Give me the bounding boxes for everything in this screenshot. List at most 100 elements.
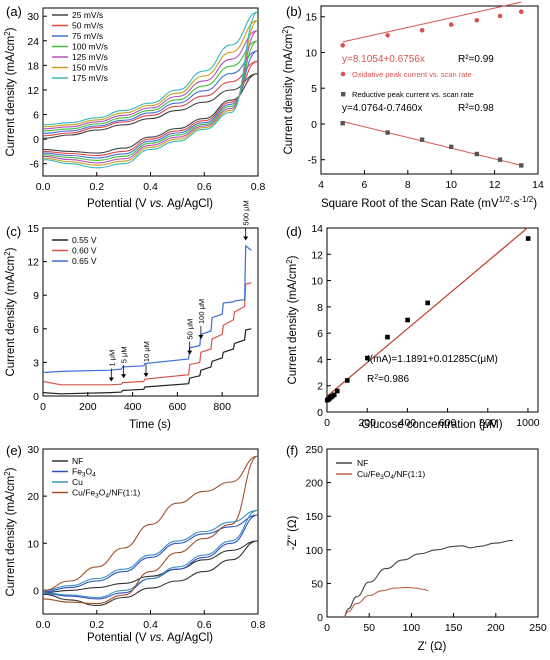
panel-f-xtick-label: 150 xyxy=(445,622,463,634)
panel-a-series-line xyxy=(42,29,259,164)
panel-b-red-r2: R²=0.98 xyxy=(458,103,494,114)
panel-b-red-point xyxy=(519,163,524,168)
panel-e-legend-label: Cu xyxy=(72,477,83,487)
panel-d-point xyxy=(365,355,370,361)
panel-d-xtick-label: 400 xyxy=(399,417,417,429)
panel-b-ox-point xyxy=(518,9,524,15)
panel-c-ytick-label: 6 xyxy=(33,324,39,336)
panel-a-series-line xyxy=(42,60,259,157)
panel-f-ytick-label: 0 xyxy=(317,612,323,624)
panel-b: (b) -5 0 5 10 15 4 6 8 10 12 14 y=8.1054+0.6756x R… xyxy=(281,1,544,210)
panel-c-ytick-label: 15 xyxy=(27,223,39,235)
panel-c-arrowhead xyxy=(108,377,114,382)
panel-a-ytick-label: 24 xyxy=(27,36,39,48)
panel-b-legend-ox-label: Oxidative peak current vs. scan rate xyxy=(352,70,472,79)
panel-c-ytick-label: 12 xyxy=(27,257,39,269)
panel-e-xtick-label: 0.4 xyxy=(143,619,158,631)
panel-d-fit-line xyxy=(326,227,529,397)
panel-a-legend-label: 125 mV/s xyxy=(72,52,108,62)
panel-d-ytick-label: 6 xyxy=(317,328,323,340)
panel-c-arrowhead xyxy=(243,236,249,241)
panel-e-ytick-label: 30 xyxy=(27,444,39,456)
panel-e-series-line xyxy=(42,514,259,600)
panel-f-ytick-label: 250 xyxy=(305,444,323,456)
panel-e: (e) 0 10 20 30 0.0 0.2 0.4 0.6 0.8 NFFe3O4CuCu/… xyxy=(3,443,266,644)
panel-d-point xyxy=(385,334,390,340)
panel-b-xtick-label: 14 xyxy=(532,179,544,191)
panel-d-ytick-label: 2 xyxy=(317,381,323,393)
panel-e-xlabel: Potential (V vs. Ag/AgCl) xyxy=(87,632,213,644)
panel-a-legend-label: 25 mV/s xyxy=(72,10,103,20)
panel-c-annotation: 500 μM xyxy=(242,200,251,225)
panel-d-xtick-label: 0 xyxy=(324,417,330,429)
panel-b-ox-point xyxy=(497,13,503,19)
panel-b-fit-line xyxy=(342,1,522,43)
panel-f-xtick-label: 0 xyxy=(324,622,330,634)
panel-d-xtick-label: 1000 xyxy=(516,417,540,429)
panel-b-label: (b) xyxy=(286,4,302,19)
panel-d-xtick-label: 600 xyxy=(439,417,457,429)
panel-a-ytick-label: -6 xyxy=(30,159,39,171)
panel-a-xlabel: Potential (V vs. Ag/AgCl) xyxy=(87,198,213,210)
panel-b-ox-r2: R²=0.99 xyxy=(458,54,494,65)
panel-d-equation: I(mA)=1.1891+0.01285C(μM) xyxy=(367,354,498,365)
panel-a-series-line xyxy=(42,40,259,161)
panel-b-fit-line xyxy=(342,120,522,166)
panel-f-xtick-label: 50 xyxy=(363,622,375,634)
panel-b-ox-point xyxy=(474,17,480,23)
panel-d-xtick-label: 200 xyxy=(358,417,376,429)
panel-c-xtick-label: 600 xyxy=(169,401,187,413)
panel-c-series-line xyxy=(42,244,252,374)
panel-c-xtick-label: 0 xyxy=(40,401,46,413)
panel-d-r2: R2=0.986 xyxy=(367,374,409,386)
panel-e-label: (e) xyxy=(6,443,22,458)
panel-e-legend-label: Cu/Fe3O4/NF(1:1) xyxy=(72,488,140,500)
panel-b-ytick-label: 15 xyxy=(305,12,317,24)
panel-c-xtick-label: 800 xyxy=(213,401,231,413)
panel-a: (a) -6 0 6 12 18 24 30 0.0 0.2 0.4 0.6 0.8 25 mV/s… xyxy=(3,4,266,210)
panel-d-xtick-label: 800 xyxy=(479,417,497,429)
panel-f-legend-label: Cu/Fe3O4/NF(1:1) xyxy=(357,469,425,481)
panel-d-label: (d) xyxy=(286,224,302,239)
panel-e-xtick-label: 0.0 xyxy=(36,619,51,631)
panel-a-series-line xyxy=(42,73,259,154)
panel-f-series-line xyxy=(343,586,429,618)
panel-b-ytick-label: 0 xyxy=(311,119,317,131)
panel-a-series-line xyxy=(42,50,259,159)
panel-a-legend-label: 75 mV/s xyxy=(72,31,103,41)
panel-d-xlabel: Glucose concentration (μM) xyxy=(361,419,502,431)
panel-e-ytick-label: 10 xyxy=(27,538,39,550)
panel-d-ylabel: Current density (mA/cm2) xyxy=(285,255,300,384)
panel-d: (d) 0 2 4 6 8 10 12 14 0 200 400 600 800 1000 I(mA)=… xyxy=(285,223,540,431)
panel-e-ytick-label: 0 xyxy=(33,585,39,597)
panel-c-annotation: 10 μM xyxy=(142,341,151,362)
panel-d-point xyxy=(344,378,350,383)
panel-d-point xyxy=(334,388,340,394)
panel-e-ytick-label: 20 xyxy=(27,491,39,503)
panel-c-label: (c) xyxy=(6,224,21,239)
panel-d-ytick-label: 8 xyxy=(317,302,323,314)
panel-f-plot-frame xyxy=(326,448,539,618)
panel-b-ox-equation: y=8.1054+0.6756x xyxy=(342,54,425,65)
panel-c-plot-frame xyxy=(42,227,259,397)
panel-f-xtick-label: 250 xyxy=(529,622,547,634)
panel-f-xtick-label: 200 xyxy=(487,622,505,634)
panel-a-ytick-label: 6 xyxy=(33,110,39,122)
panel-b-red-point xyxy=(497,157,503,162)
panel-d-plot-frame xyxy=(326,227,539,413)
panel-b-xtick-label: 6 xyxy=(361,179,367,191)
panel-d-ytick-label: 10 xyxy=(311,276,323,288)
panel-f-legend-label: NF xyxy=(357,458,368,468)
panel-f-ytick-label: 50 xyxy=(311,578,323,590)
panel-e-series-line xyxy=(42,540,259,607)
panel-e-xtick-label: 0.6 xyxy=(197,619,212,631)
panel-c-arrowhead xyxy=(121,374,127,379)
panel-a-legend-label: 100 mV/s xyxy=(72,42,108,52)
panel-c-arrowhead xyxy=(198,335,204,339)
panel-f-xlabel: Z' (Ω) xyxy=(418,641,447,653)
panel-c-xlabel: Time (s) xyxy=(129,419,171,431)
panel-b-legend-ox-marker xyxy=(340,71,346,77)
panel-a-label: (a) xyxy=(6,4,22,19)
panel-b-red-point xyxy=(419,137,425,142)
